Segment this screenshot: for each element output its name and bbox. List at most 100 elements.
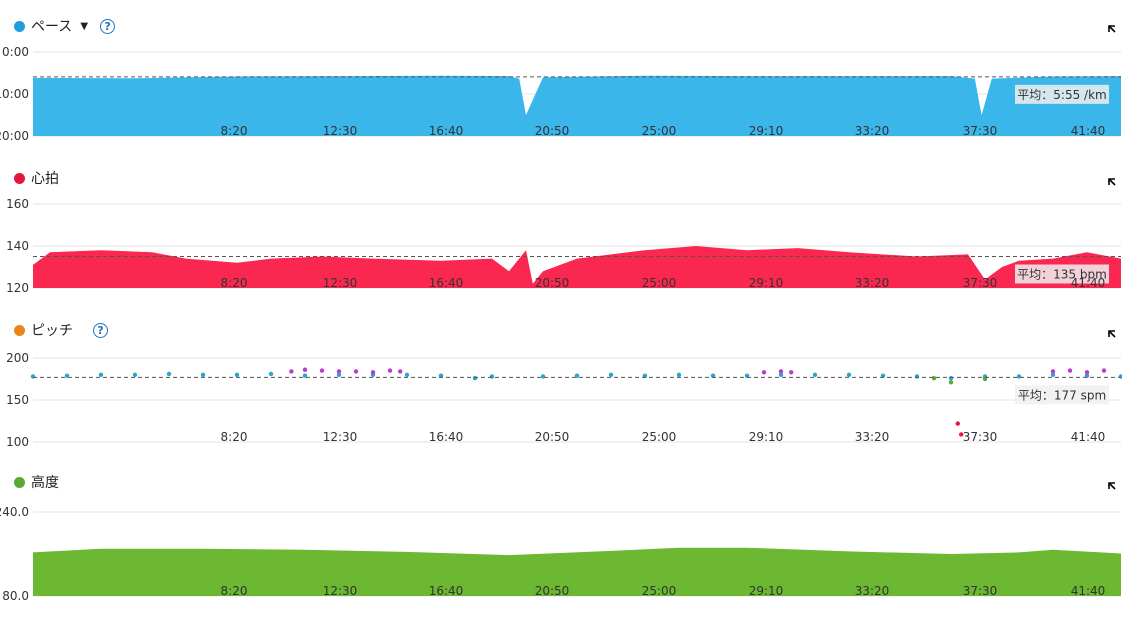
x-tick-label: 29:10 <box>749 124 784 138</box>
data-point <box>761 370 767 375</box>
data-point <box>846 372 852 377</box>
y-tick-label: 240.0 <box>0 505 29 519</box>
data-point <box>319 368 325 373</box>
average-label-text: 平均：5:55 /km <box>1017 88 1106 102</box>
data-point <box>608 372 614 377</box>
elevation-panel: 高度 240.0 80.0 8:20 12:30 16:40 20:50 25:00 29:1… <box>0 456 1122 606</box>
y-tick-label: 100 <box>6 435 29 449</box>
x-tick-label: 20:50 <box>535 430 570 444</box>
x-tick-label: 41:40 <box>1071 430 1106 444</box>
x-tick-label: 8:20 <box>221 276 248 290</box>
x-tick-label: 25:00 <box>642 430 677 444</box>
cadence-chart: 200 150 100 平均：177 spm 8:20 12:30 16:40 20:50 25… <box>6 351 1122 449</box>
x-tick-label: 41:40 <box>1071 124 1106 138</box>
data-point <box>370 370 376 375</box>
x-tick-label: 20:50 <box>535 584 570 598</box>
data-point <box>948 375 954 381</box>
x-tick-label: 37:30 <box>963 430 998 444</box>
expand-icon[interactable] <box>1108 178 1116 186</box>
area-series <box>33 547 1121 596</box>
pace-panel: ペース ▼ ? 0:00 10:00 20:00 平均：5:55 /km 8:20 12:… <box>0 0 1122 150</box>
average-label-text: 平均：177 spm <box>1018 388 1106 402</box>
y-tick-label: 140 <box>6 239 29 253</box>
x-tick-label: 41:40 <box>1071 584 1106 598</box>
pace-color-dot <box>14 20 25 32</box>
data-point <box>1067 368 1073 373</box>
help-icon[interactable]: ? <box>100 18 116 34</box>
data-point <box>948 380 954 385</box>
heart-rate-title: 心拍 <box>31 171 59 187</box>
data-point <box>880 373 886 378</box>
data-point <box>398 369 403 374</box>
expand-icon[interactable] <box>1108 482 1116 490</box>
data-point <box>1101 368 1107 373</box>
x-tick-label: 16:40 <box>429 276 464 290</box>
cadence-color-dot <box>14 324 25 336</box>
data-point <box>789 370 794 375</box>
average-label-bg <box>1015 84 1109 104</box>
data-point <box>132 372 138 377</box>
x-tick-label: 25:00 <box>642 584 677 598</box>
data-point <box>336 372 342 377</box>
x-tick-label: 37:30 <box>963 276 998 290</box>
x-tick-label: 29:10 <box>749 584 784 598</box>
x-tick-label: 33:20 <box>855 276 890 290</box>
elevation-header: 高度 <box>14 472 59 492</box>
data-point <box>438 373 444 378</box>
elevation-color-dot <box>14 476 25 488</box>
chevron-down-icon[interactable]: ▼ <box>80 20 89 32</box>
data-point <box>64 373 70 378</box>
x-tick-label: 16:40 <box>429 584 464 598</box>
data-point <box>574 373 580 378</box>
data-point <box>710 373 716 378</box>
data-point <box>353 369 359 374</box>
x-tick-label: 20:50 <box>535 124 570 138</box>
x-tick-label: 20:50 <box>535 276 570 290</box>
cadence-panel: ピッチ ? 200 150 100 平均：177 spm 8:20 12:30 16:40 2… <box>0 302 1122 452</box>
data-point <box>1084 373 1090 378</box>
elevation-title: 高度 <box>31 475 59 491</box>
cadence-title: ピッチ <box>31 323 73 339</box>
data-point <box>302 373 308 378</box>
data-point <box>812 372 818 377</box>
elevation-chart: 240.0 80.0 8:20 12:30 16:40 20:50 25:00 29:10 33… <box>0 505 1121 603</box>
y-tick-label: 80.0 <box>2 589 29 603</box>
y-tick-label: 160 <box>6 197 29 211</box>
data-point <box>200 372 206 377</box>
x-tick-label: 37:30 <box>963 124 998 138</box>
data-point <box>489 374 495 379</box>
heart-rate-chart: 160 140 120 平均：135 bpm 8:20 12:30 16:40 20:50 25… <box>6 197 1121 295</box>
expand-icon[interactable] <box>1108 25 1116 33</box>
x-tick-label: 12:30 <box>323 276 358 290</box>
data-point <box>778 369 784 374</box>
x-tick-label: 16:40 <box>429 124 464 138</box>
x-tick-label: 41:40 <box>1071 276 1106 290</box>
pace-header: ペース ▼ ? <box>14 16 116 36</box>
heart-rate-header: 心拍 <box>14 168 59 188</box>
x-tick-label: 25:00 <box>642 124 677 138</box>
x-tick-label: 8:20 <box>221 584 248 598</box>
data-point <box>166 371 172 377</box>
x-tick-label: 29:10 <box>749 276 784 290</box>
data-point <box>98 372 104 377</box>
data-point <box>1050 369 1056 374</box>
average-label: 平均：177 spm <box>1015 385 1109 405</box>
data-point <box>955 421 960 426</box>
data-point <box>234 372 240 377</box>
help-icon[interactable]: ? <box>93 322 108 338</box>
y-tick-label: 200 <box>6 351 29 365</box>
data-point <box>959 432 964 437</box>
average-label: 平均：135 bpm <box>1015 264 1109 284</box>
heart-rate-color-dot <box>14 172 25 184</box>
y-tick-label: 0:00 <box>2 45 29 59</box>
expand-icon[interactable] <box>1108 330 1116 338</box>
heart-rate-panel: 心拍 160 140 120 平均：135 bpm 8:20 12:30 16:40 20:5… <box>0 150 1122 300</box>
pace-title: ペース <box>31 19 73 35</box>
data-point <box>336 369 342 374</box>
average-label-text: 平均：135 bpm <box>1017 268 1107 282</box>
x-tick-label: 25:00 <box>642 276 677 290</box>
data-point <box>404 372 410 377</box>
data-point <box>540 374 546 379</box>
x-tick-label: 33:20 <box>855 584 890 598</box>
x-tick-label: 12:30 <box>323 584 358 598</box>
